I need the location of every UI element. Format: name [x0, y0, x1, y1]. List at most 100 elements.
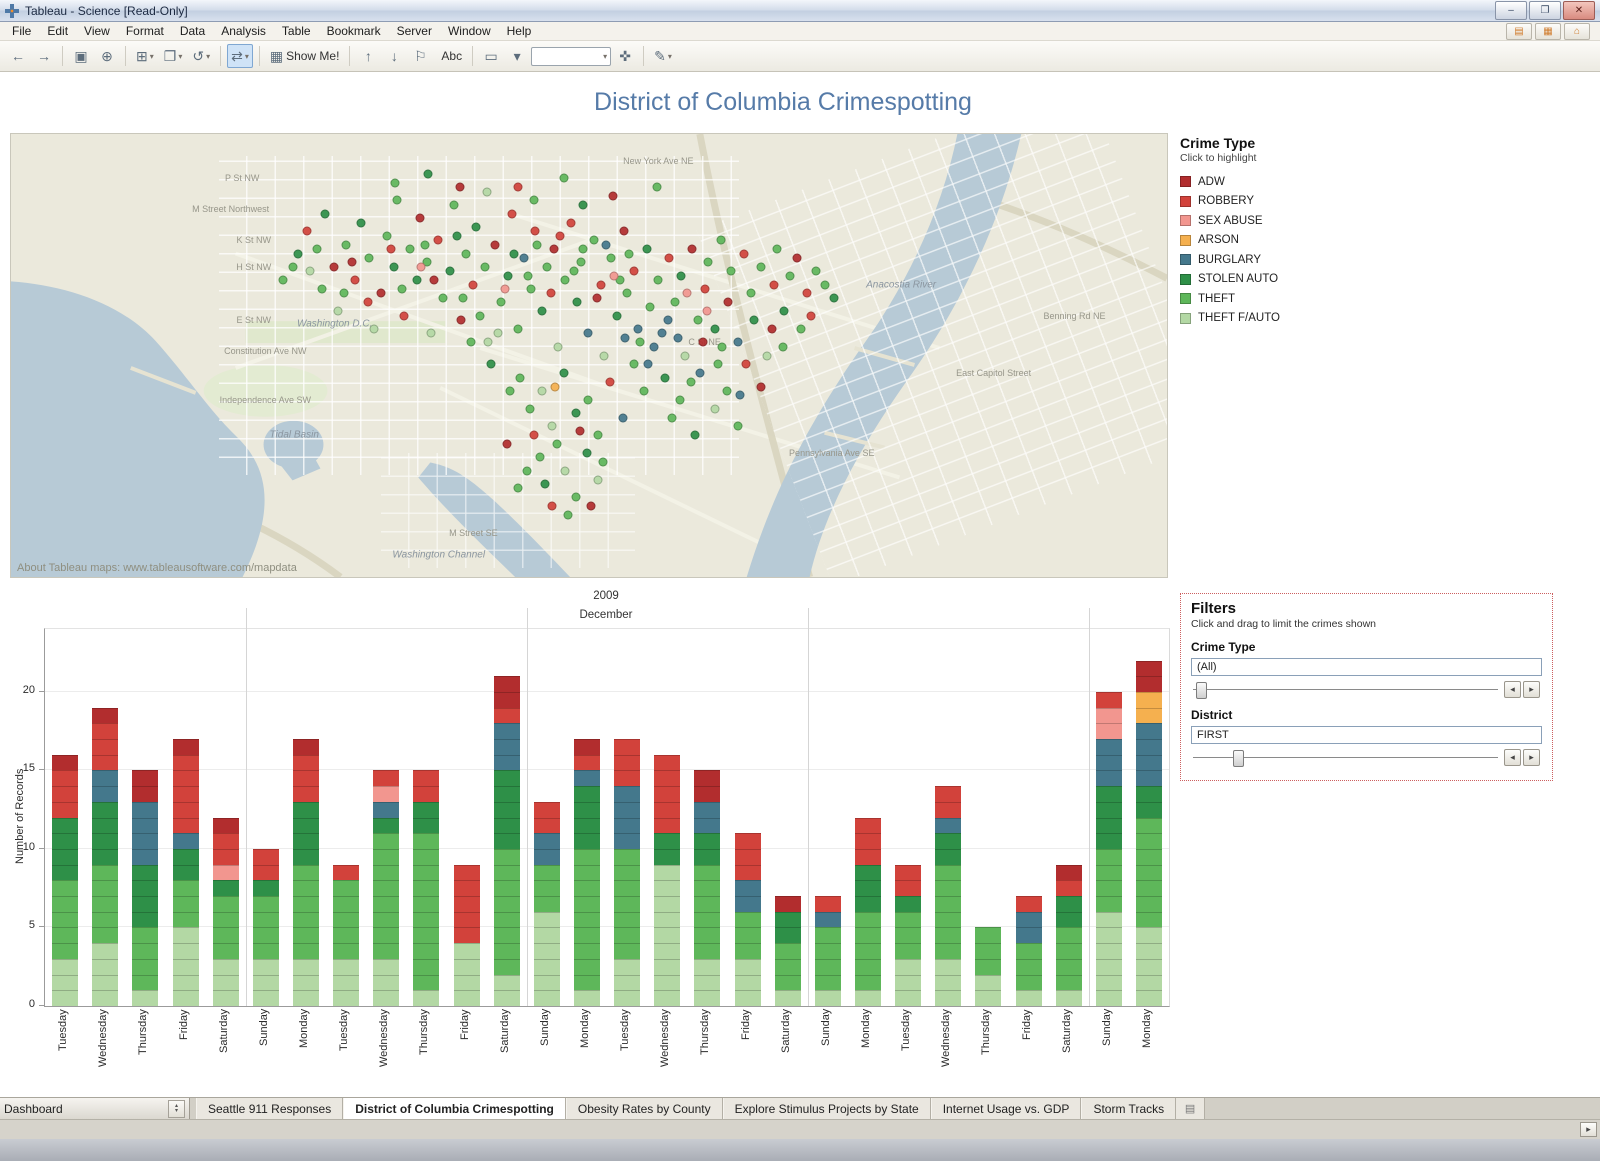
bar-mark[interactable] [654, 990, 681, 1006]
bar-mark[interactable] [573, 958, 600, 975]
bar-mark[interactable] [252, 974, 279, 991]
map-dot-theft[interactable] [598, 457, 608, 467]
bar-mark[interactable] [333, 958, 360, 975]
bar-mark[interactable] [252, 927, 279, 944]
map-dot-stolen-auto[interactable] [452, 231, 462, 241]
map-dot-theft[interactable] [515, 373, 525, 383]
bar-mark[interactable] [1135, 817, 1162, 834]
bar-mark[interactable] [453, 927, 480, 944]
bar-mark[interactable] [292, 911, 319, 928]
bar-mark[interactable] [814, 974, 841, 991]
bar-mark[interactable] [614, 864, 641, 881]
bar-mark[interactable] [1055, 958, 1082, 975]
bar-mark[interactable] [854, 864, 881, 881]
map-dot-theft[interactable] [726, 266, 736, 276]
bar-mark[interactable] [373, 848, 400, 865]
bar-mark[interactable] [92, 958, 119, 975]
map-dot-theft[interactable] [756, 262, 766, 272]
map-dot-theft[interactable] [525, 404, 535, 414]
bar-mark[interactable] [1095, 801, 1122, 818]
map-dot-stolen-auto[interactable] [356, 218, 366, 228]
annotate-button[interactable]: ✎ ▾ [650, 44, 676, 68]
menu-server[interactable]: Server [396, 24, 432, 38]
bar-mark[interactable] [533, 974, 560, 991]
fit-combobox[interactable]: ▾ [531, 46, 612, 66]
bar-mark[interactable] [493, 864, 520, 881]
bar-mark[interactable] [1055, 880, 1082, 897]
bar-mark[interactable] [734, 896, 761, 912]
legend-item-stolen-auto[interactable]: STOLEN AUTO [1180, 270, 1560, 290]
bar-mark[interactable] [413, 833, 440, 849]
bar-mark[interactable] [212, 958, 239, 975]
map-dot-theft[interactable] [397, 284, 407, 294]
menu-format[interactable]: Format [125, 24, 164, 38]
bar-mark[interactable] [453, 990, 480, 1006]
map-dot-stolen-auto[interactable] [509, 249, 519, 259]
map-dot-theft[interactable] [772, 244, 782, 254]
map-dot-adw[interactable] [756, 382, 766, 391]
map-dot-theft[interactable] [513, 324, 523, 334]
map-dot-theft[interactable] [746, 288, 756, 298]
map-dot-theft[interactable] [569, 266, 579, 276]
bar-mark[interactable] [614, 943, 641, 959]
bar-mark[interactable] [614, 770, 641, 787]
map-dot-theft[interactable] [529, 195, 538, 205]
bar-mark[interactable] [895, 911, 922, 928]
menu-help[interactable]: Help [506, 24, 532, 38]
bar-mark[interactable] [172, 848, 199, 865]
bar-mark[interactable] [493, 801, 520, 818]
slider-right-arrow-button[interactable]: ▸ [1523, 749, 1540, 766]
bar-mark[interactable] [132, 958, 159, 975]
bar-mark[interactable] [1055, 943, 1082, 959]
map-dot-robbery[interactable] [529, 430, 538, 440]
pin-button[interactable]: ✜ [613, 44, 637, 68]
bar-mark[interactable] [373, 896, 400, 912]
map-dot-theft[interactable] [717, 342, 727, 352]
map-dot-theft-f-auto[interactable] [547, 421, 557, 431]
map-dot-theft[interactable] [571, 492, 581, 502]
map-dot-stolen-auto[interactable] [612, 311, 622, 321]
bar-mark[interactable] [212, 896, 239, 912]
map-dot-robbery[interactable] [302, 226, 312, 236]
map-dot-arson[interactable] [550, 382, 560, 391]
map-dot-theft[interactable] [796, 324, 806, 334]
bar-mark[interactable] [212, 848, 239, 865]
bar-mark[interactable] [1095, 848, 1122, 865]
bar-mark[interactable] [573, 990, 600, 1006]
bar-mark[interactable] [132, 833, 159, 849]
bar-mark[interactable] [975, 943, 1002, 959]
bar-mark[interactable] [614, 848, 641, 865]
map-dot-adw[interactable] [792, 253, 802, 263]
bar-mark[interactable] [935, 848, 962, 865]
abc-button[interactable]: Abc [434, 44, 466, 68]
map-dot-stolen-auto[interactable] [559, 368, 569, 378]
map-dot-sex-abuse[interactable] [416, 262, 426, 272]
bar-mark[interactable] [694, 990, 721, 1006]
bar-mark[interactable] [132, 990, 159, 1006]
map-dot-theft[interactable] [635, 337, 645, 347]
bar-mark[interactable] [1055, 974, 1082, 991]
bar-mark[interactable] [614, 974, 641, 991]
presentation-view-toggle-button[interactable]: ⌂ [1564, 22, 1590, 40]
bar-mark[interactable] [774, 896, 801, 912]
map-dot-adw[interactable] [687, 244, 697, 254]
bar-mark[interactable] [654, 896, 681, 912]
map-dot-theft[interactable] [392, 195, 402, 205]
bar-mark[interactable] [654, 943, 681, 959]
map-dot-theft[interactable] [312, 244, 322, 254]
map-dot-burglary[interactable] [583, 328, 593, 338]
map-dot-theft[interactable] [438, 293, 448, 303]
bar-mark[interactable] [774, 974, 801, 991]
bar-mark[interactable] [212, 880, 239, 897]
map-dot-theft[interactable] [624, 249, 634, 259]
bar-mark[interactable] [413, 848, 440, 865]
bar-mark[interactable] [935, 958, 962, 975]
bar-mark[interactable] [413, 786, 440, 802]
bar-mark[interactable] [694, 974, 721, 991]
map-dot-robbery[interactable] [507, 209, 517, 219]
map-dot-theft[interactable] [686, 377, 696, 387]
bar-mark[interactable] [694, 833, 721, 849]
map-dot-robbery[interactable] [629, 266, 639, 276]
bar-mark[interactable] [614, 833, 641, 849]
bar-mark[interactable] [92, 943, 119, 959]
